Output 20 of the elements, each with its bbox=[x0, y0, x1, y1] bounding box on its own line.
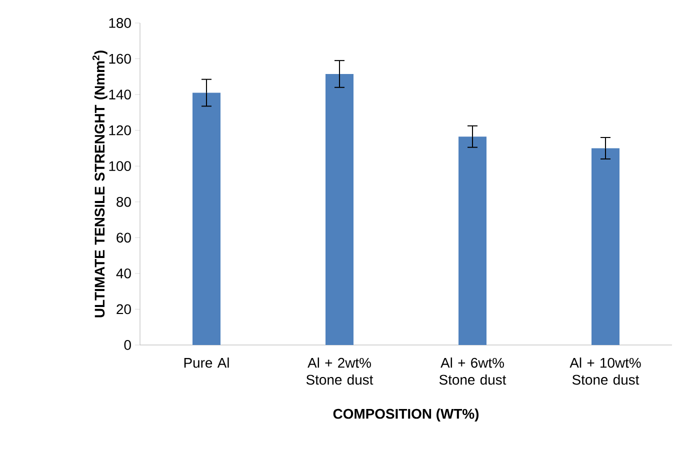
bar bbox=[592, 148, 620, 345]
y-tick-label: 0 bbox=[124, 340, 131, 350]
y-tick-label: 180 bbox=[109, 18, 131, 28]
y-tick-label: 120 bbox=[109, 125, 131, 136]
x-tick-label: Al + 2wt% Stone dust bbox=[306, 358, 374, 385]
x-tick-label: Al + 10wt% Stone dust bbox=[570, 358, 641, 385]
y-tick-label: 140 bbox=[109, 90, 131, 100]
y-tick-label: 80 bbox=[116, 196, 131, 207]
bar bbox=[192, 92, 221, 345]
y-tick-label: 40 bbox=[116, 268, 131, 278]
y-tick-label: 100 bbox=[109, 161, 131, 172]
y-tick-label: 20 bbox=[116, 304, 131, 314]
x-tick-label: Al + 6wt% Stone dust bbox=[439, 358, 506, 385]
y-tick-label: 160 bbox=[109, 54, 131, 64]
x-axis-title: COMPOSITION (WT%) bbox=[333, 408, 479, 422]
bar bbox=[458, 136, 487, 345]
y-axis-title: ULTIMATE TENSILE STRENGHT (Nmm$^{2}$) bbox=[92, 50, 108, 318]
y-tick-label: 60 bbox=[116, 232, 131, 243]
x-tick-label: Pure Al bbox=[184, 358, 229, 368]
bar bbox=[326, 74, 354, 345]
